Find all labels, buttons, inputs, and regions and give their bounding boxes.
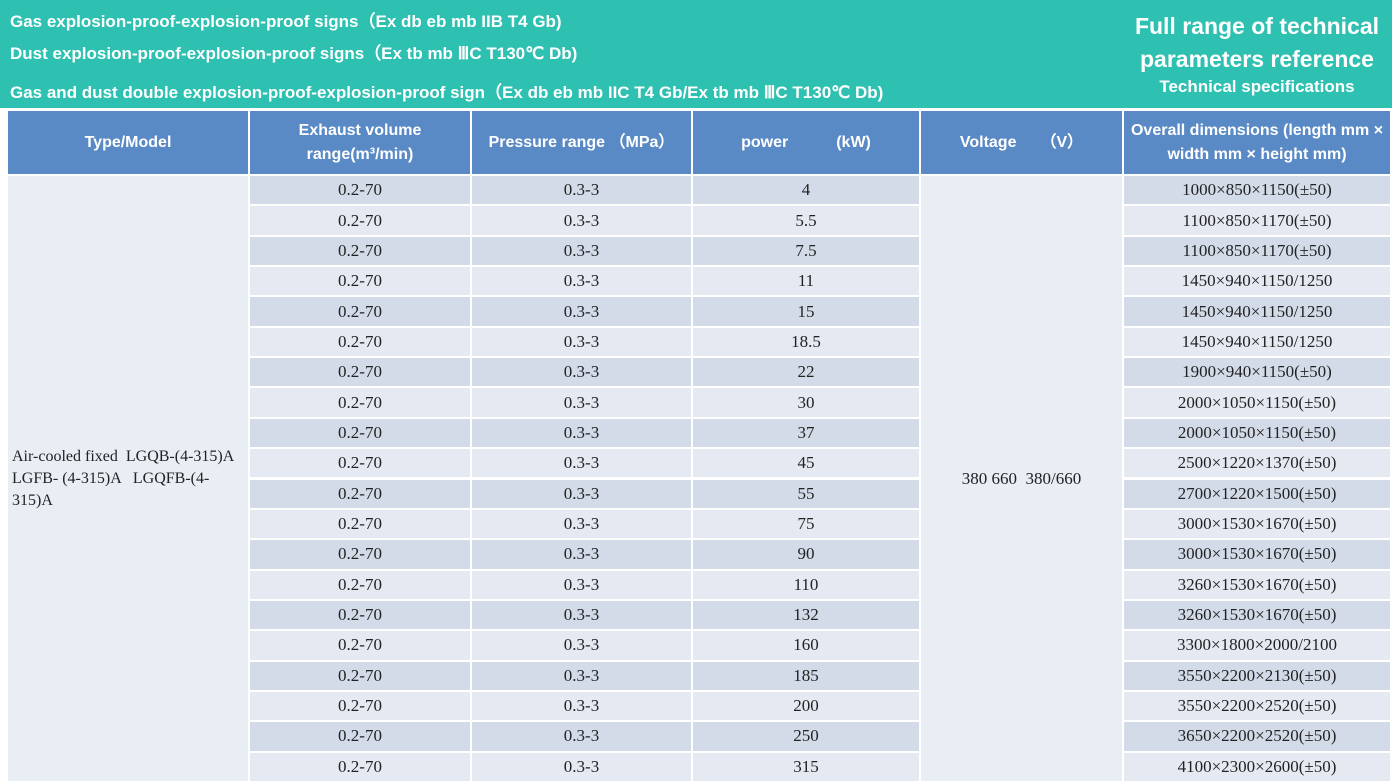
table-cell: 15: [693, 297, 919, 326]
table-cell: 0.3-3: [472, 236, 691, 266]
table-cell: 45: [693, 449, 919, 478]
header-band: [0, 0, 1392, 108]
table-cell: 0.2-70: [250, 358, 470, 387]
table-cell: 0.2-70: [250, 388, 470, 417]
table-cell: 0.2-70: [250, 600, 470, 630]
header-line: Dust explosion-proof-explosion-proof sig…: [10, 44, 578, 63]
table-cell: 0.3-3: [472, 449, 691, 478]
table-cell: 0.2-70: [250, 661, 470, 690]
table-cell: 132: [693, 600, 919, 630]
header-line: Gas and dust double explosion-proof-expl…: [10, 83, 884, 102]
table-cell: 0.3-3: [472, 358, 691, 387]
table-cell: 315: [693, 752, 919, 781]
table-cell: 0.2-70: [250, 509, 470, 539]
table-cell: 4: [693, 176, 919, 205]
table-cell: 0.2-70: [250, 540, 470, 569]
table-cell: 5.5: [693, 206, 919, 235]
table-cell: 2500×1220×1370(±50): [1124, 449, 1390, 478]
table-cell: 3000×1530×1670(±50): [1124, 509, 1390, 539]
header-title: Full range of technical parameters refer…: [1134, 13, 1380, 72]
table-cell: 0.3-3: [472, 540, 691, 569]
table-cell: 3300×1800×2000/2100: [1124, 631, 1390, 660]
column-header: power (kW): [693, 111, 919, 174]
table-cell: 1000×850×1150(±50): [1124, 176, 1390, 205]
table-cell: 0.3-3: [472, 570, 691, 599]
table-cell: 1100×850×1170(±50): [1124, 206, 1390, 235]
table-cell: 3650×2200×2520(±50): [1124, 722, 1390, 751]
table-cell: 55: [693, 479, 919, 508]
table-cell: 4100×2300×2600(±50): [1124, 752, 1390, 781]
table-cell: 185: [693, 661, 919, 690]
table-cell: 0.2-70: [250, 297, 470, 326]
table-cell: 1900×940×1150(±50): [1124, 358, 1390, 387]
table-cell: 0.2-70: [250, 479, 470, 508]
table-cell: 1450×940×1150/1250: [1124, 297, 1390, 326]
table-cell: 0.2-70: [250, 267, 470, 296]
table-cell: 0.2-70: [250, 206, 470, 235]
table-cell: 0.2-70: [250, 722, 470, 751]
table-cell: 30: [693, 388, 919, 417]
table-cell: 0.2-70: [250, 631, 470, 660]
table-cell: 0.2-70: [250, 691, 470, 721]
table-cell: 0.3-3: [472, 722, 691, 751]
table-cell: 200: [693, 691, 919, 721]
table-cell: 1450×940×1150/1250: [1124, 267, 1390, 296]
column-header: Exhaust volume range(m³/min): [250, 111, 470, 174]
column-header: Overall dimensions (length mm × width mm…: [1124, 111, 1390, 174]
table-cell: 0.3-3: [472, 418, 691, 448]
table-cell: 0.3-3: [472, 267, 691, 296]
table-cell: 0.3-3: [472, 176, 691, 205]
table-cell: 0.2-70: [250, 176, 470, 205]
table-cell: 0.3-3: [472, 509, 691, 539]
table-cell: 0.3-3: [472, 388, 691, 417]
table-cell: 1100×850×1170(±50): [1124, 236, 1390, 266]
table-cell: 0.2-70: [250, 327, 470, 357]
table-cell: 160: [693, 631, 919, 660]
header-line: Gas explosion-proof-explosion-proof sign…: [10, 12, 562, 31]
header-subtitle: Technical specifications: [1159, 77, 1355, 96]
table-cell: 110: [693, 570, 919, 599]
model-cell: Air-cooled fixed LGQB-(4-315)A LGFB- (4-…: [8, 176, 248, 781]
column-header: Voltage （V）: [921, 111, 1122, 174]
table-cell: 0.3-3: [472, 297, 691, 326]
table-cell: 3000×1530×1670(±50): [1124, 540, 1390, 569]
table-cell: 0.2-70: [250, 570, 470, 599]
table-cell: 0.3-3: [472, 600, 691, 630]
table-cell: 90: [693, 540, 919, 569]
table-cell: 7.5: [693, 236, 919, 266]
table-cell: 0.3-3: [472, 661, 691, 690]
table-cell: 18.5: [693, 327, 919, 357]
table-cell: 3550×2200×2130(±50): [1124, 661, 1390, 690]
table-cell: 3550×2200×2520(±50): [1124, 691, 1390, 721]
table-cell: 0.3-3: [472, 752, 691, 781]
table-cell: 0.2-70: [250, 752, 470, 781]
table-cell: 75: [693, 509, 919, 539]
table-cell: 0.3-3: [472, 327, 691, 357]
table-cell: 11: [693, 267, 919, 296]
table-cell: 3260×1530×1670(±50): [1124, 570, 1390, 599]
column-header: Pressure range （MPa）: [472, 111, 691, 174]
table-cell: 0.3-3: [472, 206, 691, 235]
voltage-cell: 380 660 380/660: [921, 176, 1122, 781]
table-cell: 0.2-70: [250, 418, 470, 448]
table-cell: 0.2-70: [250, 449, 470, 478]
table-cell: 0.3-3: [472, 631, 691, 660]
column-header: Type/Model: [8, 111, 248, 174]
table-cell: 2000×1050×1150(±50): [1124, 418, 1390, 448]
table-cell: 37: [693, 418, 919, 448]
table-cell: 1450×940×1150/1250: [1124, 327, 1390, 357]
table-cell: 2700×1220×1500(±50): [1124, 479, 1390, 508]
table-cell: 0.2-70: [250, 236, 470, 266]
table-cell: 250: [693, 722, 919, 751]
table-cell: 0.3-3: [472, 479, 691, 508]
table-cell: 2000×1050×1150(±50): [1124, 388, 1390, 417]
table-cell: 3260×1530×1670(±50): [1124, 600, 1390, 630]
table-cell: 22: [693, 358, 919, 387]
table-cell: 0.3-3: [472, 691, 691, 721]
